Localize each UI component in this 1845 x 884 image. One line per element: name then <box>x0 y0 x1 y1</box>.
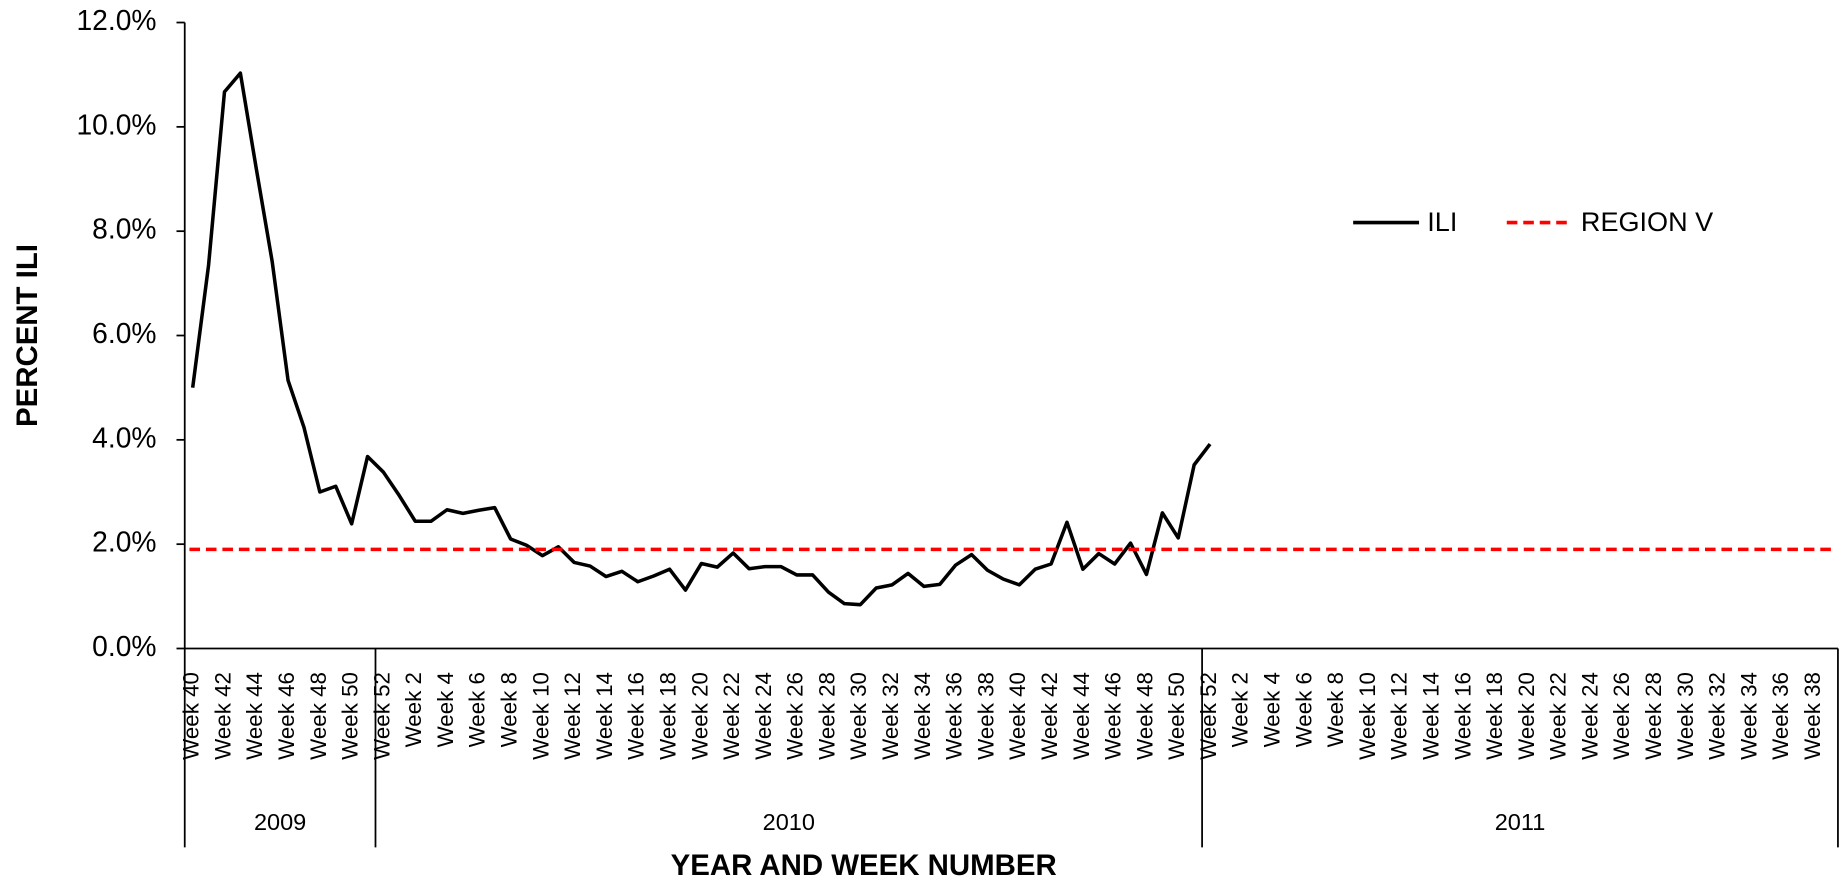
x-tick-label: Week 50 <box>338 672 363 760</box>
y-axis-title: PERCENT ILI <box>11 244 44 427</box>
x-tick-label: Week 4 <box>1260 672 1285 747</box>
x-axis-title: YEAR AND WEEK NUMBER <box>671 849 1057 882</box>
x-tick-label: Week 18 <box>1482 672 1507 760</box>
x-tick-label: Week 38 <box>1800 672 1825 760</box>
ili-line <box>190 71 1212 607</box>
x-tick-label: Week 8 <box>497 672 522 747</box>
x-tick-label: Week 28 <box>814 672 839 760</box>
x-tick-label: Week 52 <box>369 672 394 760</box>
x-tick-label: Week 24 <box>1577 672 1602 760</box>
y-tick-label: 8.0% <box>92 213 156 245</box>
x-tick-label: Week 22 <box>719 672 744 760</box>
x-tick-label: Week 26 <box>1609 672 1634 760</box>
x-tick-label: Week 18 <box>655 672 680 760</box>
x-tick-label: Week 6 <box>1291 672 1316 747</box>
x-tick-label: Week 24 <box>751 672 776 760</box>
x-tick-label: Week 46 <box>274 672 299 760</box>
y-tick-label: 12.0% <box>76 4 156 36</box>
x-tick-label: Week 44 <box>1069 672 1094 760</box>
x-tick-label: Week 42 <box>210 672 235 760</box>
x-tick-label: Week 20 <box>1514 672 1539 760</box>
legend-label: REGION V <box>1581 207 1713 237</box>
x-tick-label: Week 38 <box>973 672 998 760</box>
x-tick-label: Week 52 <box>1196 672 1221 760</box>
x-tick-label: Week 42 <box>1037 672 1062 760</box>
x-tick-label: Week 40 <box>179 672 204 760</box>
x-tick-label: Week 36 <box>1768 672 1793 760</box>
group-label: 2009 <box>254 809 306 835</box>
x-tick-label: Week 46 <box>1101 672 1126 760</box>
x-tick-label: Week 20 <box>687 672 712 760</box>
x-tick-label: Week 40 <box>1005 672 1030 760</box>
x-tick-label: Week 22 <box>1546 672 1571 760</box>
x-tick-label: Week 32 <box>878 672 903 760</box>
x-tick-label: Week 34 <box>910 672 935 760</box>
x-tick-label: Week 32 <box>1705 672 1730 760</box>
x-tick-label: Week 14 <box>1418 672 1443 760</box>
x-tick-label: Week 14 <box>592 672 617 760</box>
x-tick-label: Week 12 <box>1387 672 1412 760</box>
x-tick-label: Week 50 <box>1164 672 1189 760</box>
x-tick-label: Week 4 <box>433 672 458 747</box>
x-tick-label: Week 8 <box>1323 672 1348 747</box>
x-tick-label: Week 10 <box>528 672 553 760</box>
y-tick-label: 2.0% <box>92 526 156 558</box>
x-tick-label: Week 34 <box>1736 672 1761 760</box>
y-tick-label: 4.0% <box>92 421 156 453</box>
group-label: 2011 <box>1495 809 1546 835</box>
group-label: 2010 <box>763 809 815 835</box>
y-tick-label: 6.0% <box>92 317 156 349</box>
x-tick-label: Week 28 <box>1641 672 1666 760</box>
x-tick-label: Week 36 <box>942 672 967 760</box>
x-tick-label: Week 6 <box>465 672 490 747</box>
x-tick-label: Week 2 <box>1228 672 1253 747</box>
x-tick-label: Week 16 <box>1450 672 1475 760</box>
x-tick-label: Week 12 <box>560 672 585 760</box>
y-tick-label: 10.0% <box>76 108 156 140</box>
x-tick-label: Week 48 <box>1132 672 1157 760</box>
x-tick-label: Week 26 <box>783 672 808 760</box>
x-tick-label: Week 30 <box>846 672 871 760</box>
x-tick-label: Week 44 <box>242 672 267 760</box>
x-tick-label: Week 30 <box>1673 672 1698 760</box>
y-tick-label: 0.0% <box>92 630 156 662</box>
x-tick-label: Week 16 <box>624 672 649 760</box>
x-tick-label: Week 2 <box>401 672 426 747</box>
x-tick-label: Week 10 <box>1355 672 1380 760</box>
legend-label: ILI <box>1427 207 1457 237</box>
x-tick-label: Week 48 <box>306 672 331 760</box>
